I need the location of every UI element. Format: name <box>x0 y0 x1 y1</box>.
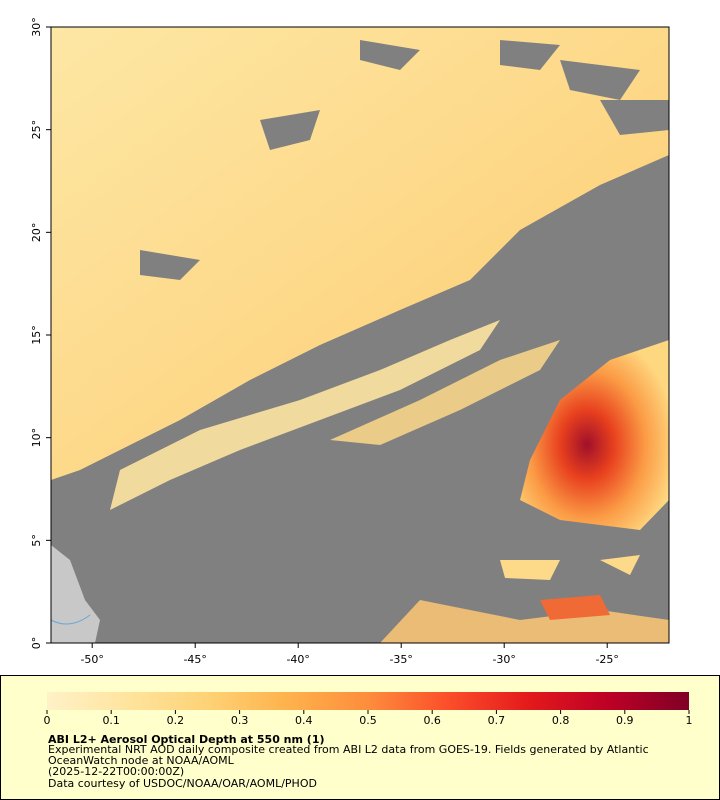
colorbar-tick-label: 0.1 <box>102 714 120 727</box>
caption-line: (2025-12-22T00:00:00Z) <box>48 765 184 778</box>
y-tick-label: 25° <box>30 120 43 140</box>
x-tick-label: -30° <box>492 653 515 666</box>
colorbar-strip <box>47 692 689 710</box>
caption-line: OceanWatch node at NOAA/AOML <box>48 754 235 767</box>
axes: -50° -45° -40° -35° -30° -25° 0° 5° 10° 15° 20° 25°… <box>30 17 619 666</box>
colorbar-tick-label: 0.6 <box>423 714 441 727</box>
colorbar-tick-label: 0.9 <box>616 714 634 727</box>
x-tick-label: -25° <box>595 653 618 666</box>
x-tick-label: -40° <box>286 653 309 666</box>
colorbar-tick-label: 0.7 <box>488 714 506 727</box>
colorbar: 0 0.1 0.2 0.3 0.4 0.5 0.6 0.7 0.8 0.9 1 <box>44 692 693 727</box>
colorbar-tick-label: 0.5 <box>359 714 377 727</box>
caption-line: Data courtesy of USDOC/NOAA/OAR/AOML/PHO… <box>48 777 317 790</box>
x-tick-label: -50° <box>80 653 103 666</box>
colorbar-tick-label: 0 <box>44 714 51 727</box>
map-image <box>51 27 669 643</box>
colorbar-tick-label: 0.8 <box>552 714 570 727</box>
colorbar-tick-label: 1 <box>686 714 693 727</box>
caption-title: ABI L2+ Aerosol Optical Depth at 550 nm … <box>48 733 325 746</box>
colorbar-tick-label: 0.4 <box>295 714 313 727</box>
y-tick-label: 10° <box>30 428 43 448</box>
caption-line: Experimental NRT AOD daily composite cre… <box>48 743 649 756</box>
y-tick-label: 0° <box>30 637 43 650</box>
colorbar-tick-label: 0.3 <box>231 714 249 727</box>
y-tick-label: 20° <box>30 223 43 243</box>
y-tick-label: 30° <box>30 17 43 37</box>
x-tick-label: -35° <box>389 653 412 666</box>
y-tick-label: 15° <box>30 325 43 345</box>
colorbar-tick-label: 0.2 <box>167 714 185 727</box>
y-tick-label: 5° <box>30 534 43 547</box>
x-tick-label: -45° <box>183 653 206 666</box>
